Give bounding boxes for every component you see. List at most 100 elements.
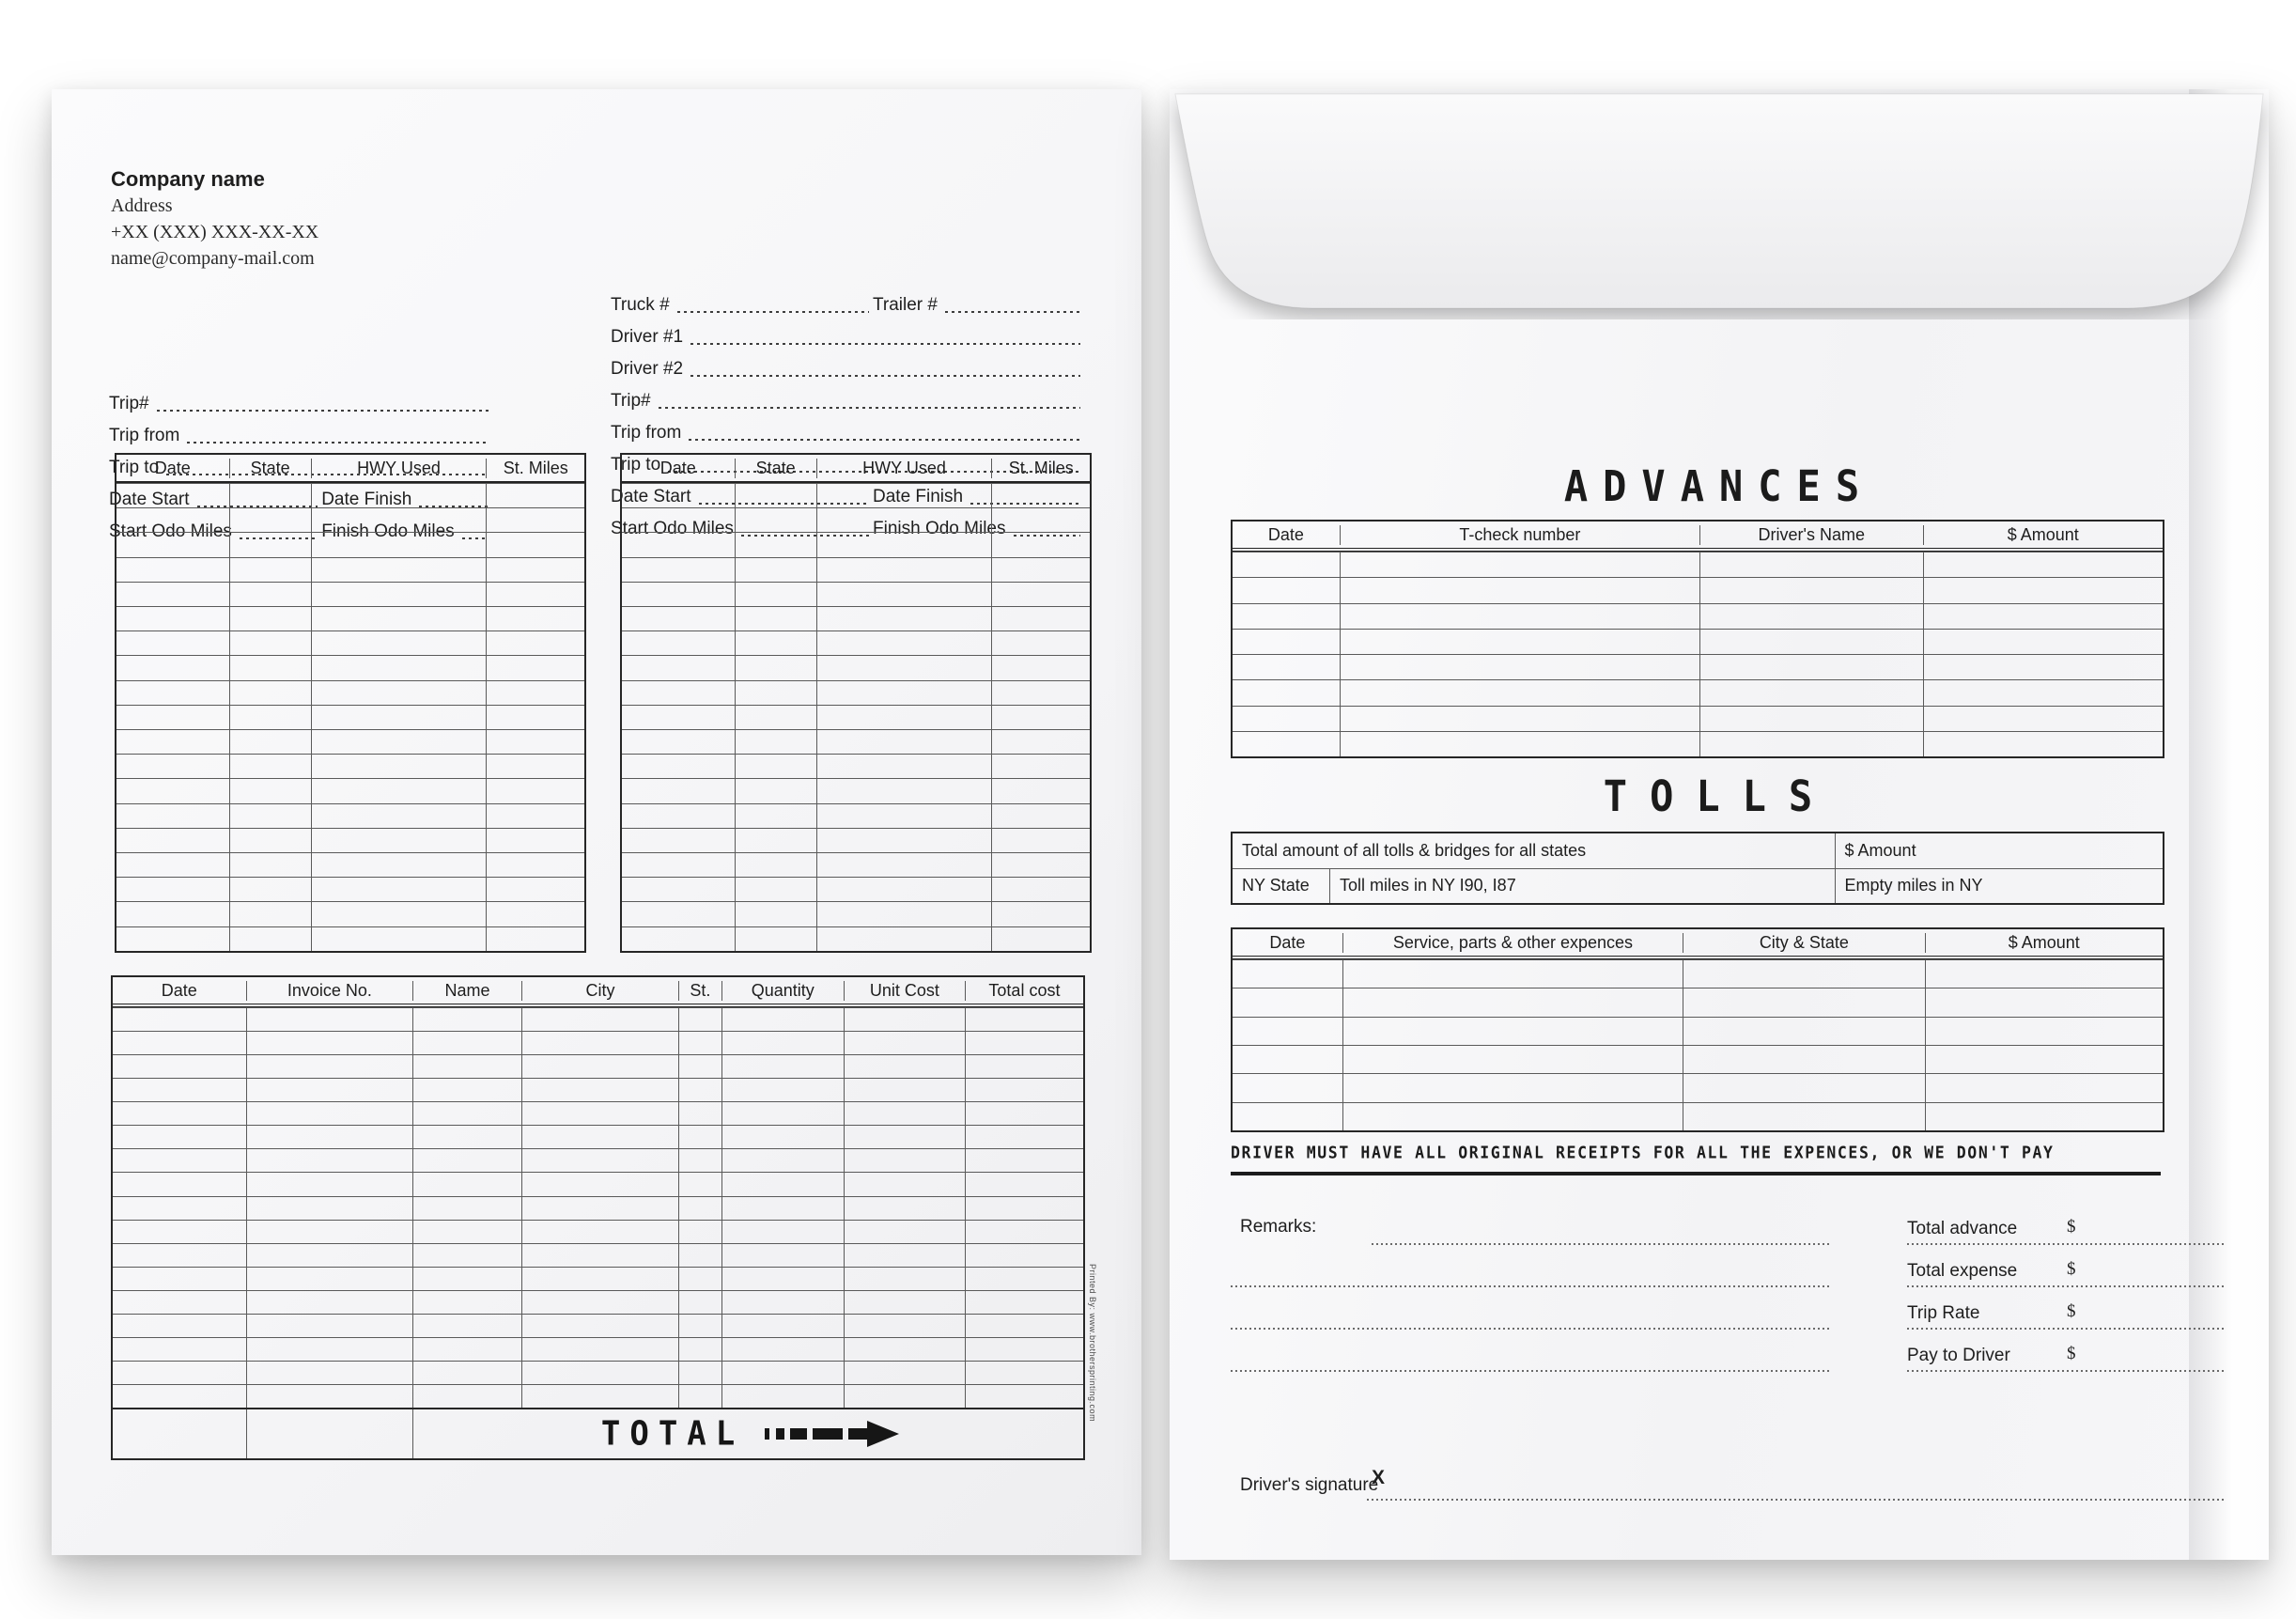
table-cell (991, 508, 1090, 533)
table-cell (991, 902, 1090, 926)
table-row (622, 556, 1090, 582)
table-cell (310, 607, 487, 631)
table-cell (843, 1385, 965, 1409)
table-row (113, 1078, 1083, 1102)
total-graphic: TOTAL (521, 1414, 1083, 1454)
table-row (116, 679, 584, 705)
remarks-line (1231, 1328, 1832, 1330)
table-cell (1342, 1017, 1683, 1045)
table-row (113, 1360, 1083, 1384)
table-cell (412, 1126, 521, 1149)
table-cell (1339, 553, 1699, 578)
advances-table: Date T-check number Driver's Name $ Amount (1231, 520, 2164, 758)
dotted-line (689, 439, 1080, 441)
table-cell (245, 1173, 413, 1196)
table-cell (116, 607, 229, 630)
total-expense-line (1907, 1285, 2226, 1287)
table-cell (734, 656, 816, 680)
table-row (113, 1125, 1083, 1149)
table-cell (520, 1243, 678, 1267)
table-cell (310, 902, 487, 926)
table-cell (116, 804, 229, 828)
dotted-line (187, 442, 489, 444)
table-cell (721, 1126, 844, 1149)
table-row (116, 630, 584, 656)
table-row (622, 877, 1090, 902)
table-cell (622, 706, 735, 729)
tolls-title: TOLLS (1603, 771, 1836, 821)
table-cell (991, 803, 1090, 828)
table-cell (486, 828, 584, 853)
table-cell (310, 803, 487, 828)
table-cell (228, 607, 311, 631)
table-cell (991, 656, 1090, 680)
table-cell (734, 853, 816, 878)
table-cell (1342, 1102, 1683, 1130)
table-cell (991, 853, 1090, 878)
tolls-total-row: Total amount of all tolls & bridges for … (1233, 833, 2163, 868)
table-cell (815, 853, 992, 878)
column-header: City (520, 980, 678, 1001)
table-cell (721, 1032, 844, 1055)
table-cell (113, 1221, 246, 1243)
table-cell (310, 730, 487, 755)
table-cell (678, 1290, 721, 1314)
table-cell (1342, 1045, 1683, 1074)
table-cell (486, 902, 584, 926)
table-row (1233, 1101, 2163, 1130)
table-cell (412, 1008, 521, 1032)
table-cell (486, 926, 584, 951)
table-cell (1339, 731, 1699, 756)
dotted-line (944, 311, 1080, 313)
table-cell (245, 1102, 413, 1126)
table-cell (113, 1102, 246, 1125)
table-cell (486, 533, 584, 557)
table-cell (622, 558, 735, 582)
table-row (1233, 705, 2163, 731)
column-header: Date (1267, 524, 1304, 544)
table-cell (245, 1126, 413, 1149)
table-cell (113, 1032, 246, 1054)
table-cell (520, 1385, 678, 1409)
table-row (116, 507, 584, 533)
tolls-total-label: Total amount of all tolls & bridges for … (1242, 840, 1587, 860)
table-cell (1233, 630, 1340, 654)
table-row (116, 852, 584, 878)
field-trip-number: Trip# (611, 380, 1080, 412)
table-cell (412, 1079, 521, 1102)
trip-fields-right: Truck # Trailer # Driver #1 Driver #2 Tr… (611, 284, 1080, 539)
table-cell (678, 1314, 721, 1337)
table-cell (734, 508, 816, 533)
table-cell (412, 1314, 521, 1337)
table-cell (964, 1079, 1083, 1102)
table-cell (486, 557, 584, 582)
dotted-line (690, 375, 1080, 377)
table-row (116, 655, 584, 680)
trip-rate-line (1907, 1328, 2226, 1330)
table-cell (678, 1173, 721, 1196)
table-cell (486, 755, 584, 779)
field-trip-to: Trip to (109, 446, 489, 478)
table-cell (964, 1008, 1083, 1032)
table-cell (1699, 731, 1923, 756)
table-cell (113, 1149, 246, 1172)
company-email: name@company-mail.com (111, 248, 315, 269)
table-cell (310, 926, 487, 951)
table-row (622, 630, 1090, 656)
table-cell (721, 1055, 844, 1079)
table-row (113, 1266, 1083, 1290)
table-cell (116, 927, 229, 951)
table-cell (678, 1337, 721, 1361)
table-cell (116, 730, 229, 754)
table-cell (815, 878, 992, 902)
column-header: $ Amount (1924, 932, 2163, 953)
table-row (1233, 679, 2163, 706)
table-row (113, 1031, 1083, 1055)
table-cell (1339, 578, 1699, 603)
column-header: Total cost (964, 980, 1083, 1001)
table-cell (520, 1079, 678, 1102)
table-cell (1233, 655, 1340, 679)
table-cell (310, 508, 487, 533)
table-cell (1924, 960, 2163, 989)
table-cell (412, 1196, 521, 1220)
